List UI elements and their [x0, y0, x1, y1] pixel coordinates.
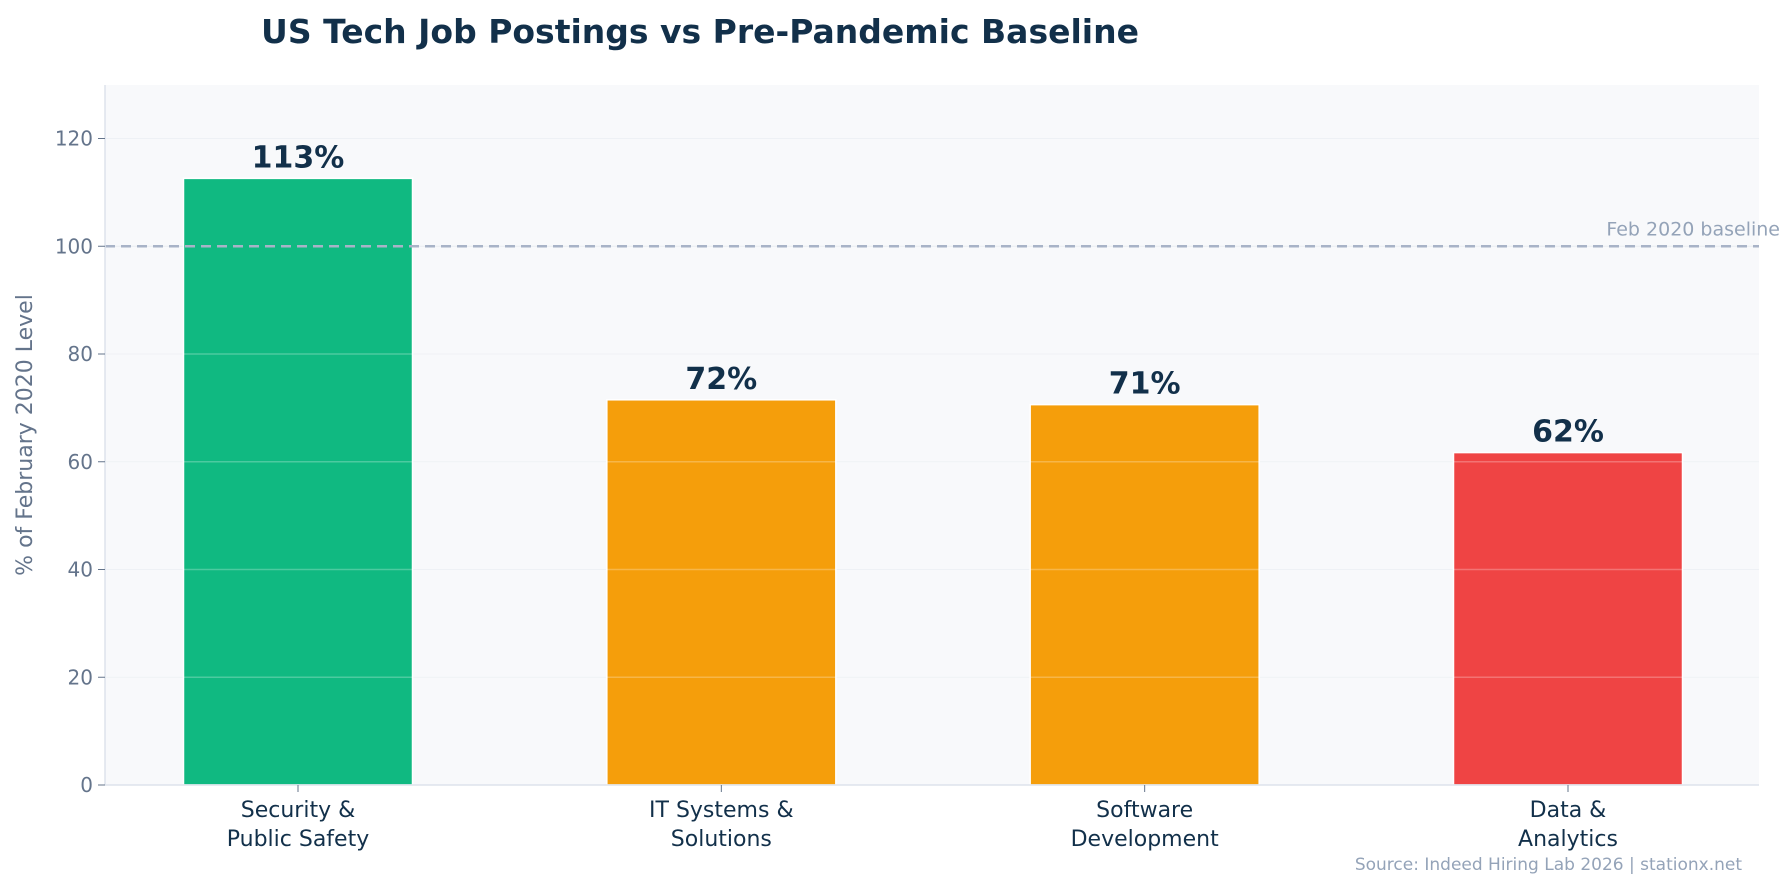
y-tick-label: 40 — [68, 558, 93, 582]
data-label: 113% — [252, 140, 345, 175]
y-tick-label: 0 — [80, 773, 93, 797]
data-label: 72% — [685, 362, 757, 397]
bar — [1029, 403, 1260, 786]
x-tick-label: Analytics — [1518, 827, 1618, 852]
bar — [182, 177, 414, 786]
data-label: 62% — [1532, 415, 1604, 450]
y-axis-label: % of February 2020 Level — [13, 294, 38, 576]
bar — [1452, 451, 1684, 786]
x-tick-label: Data & — [1530, 798, 1607, 823]
x-tick-label: Solutions — [671, 827, 772, 852]
source-note: Source: Indeed Hiring Lab 2026 | station… — [1355, 855, 1742, 875]
x-tick-label: Software — [1096, 798, 1193, 823]
chart-title: US Tech Job Postings vs Pre-Pandemic Bas… — [261, 12, 1139, 51]
bar — [606, 399, 837, 786]
y-tick-label: 20 — [68, 665, 93, 689]
x-tick-label: IT Systems & — [649, 798, 794, 823]
y-tick-label: 100 — [55, 234, 93, 258]
baseline-label: Feb 2020 baseline — [1606, 218, 1780, 240]
y-tick-label: 120 — [55, 127, 93, 151]
y-tick-label: 60 — [68, 450, 93, 474]
x-tick-label: Security & — [241, 798, 356, 823]
x-tick-label: Public Safety — [227, 827, 369, 852]
data-label: 71% — [1109, 367, 1181, 402]
y-tick-label: 80 — [68, 342, 93, 366]
x-tick-label: Development — [1071, 827, 1219, 852]
